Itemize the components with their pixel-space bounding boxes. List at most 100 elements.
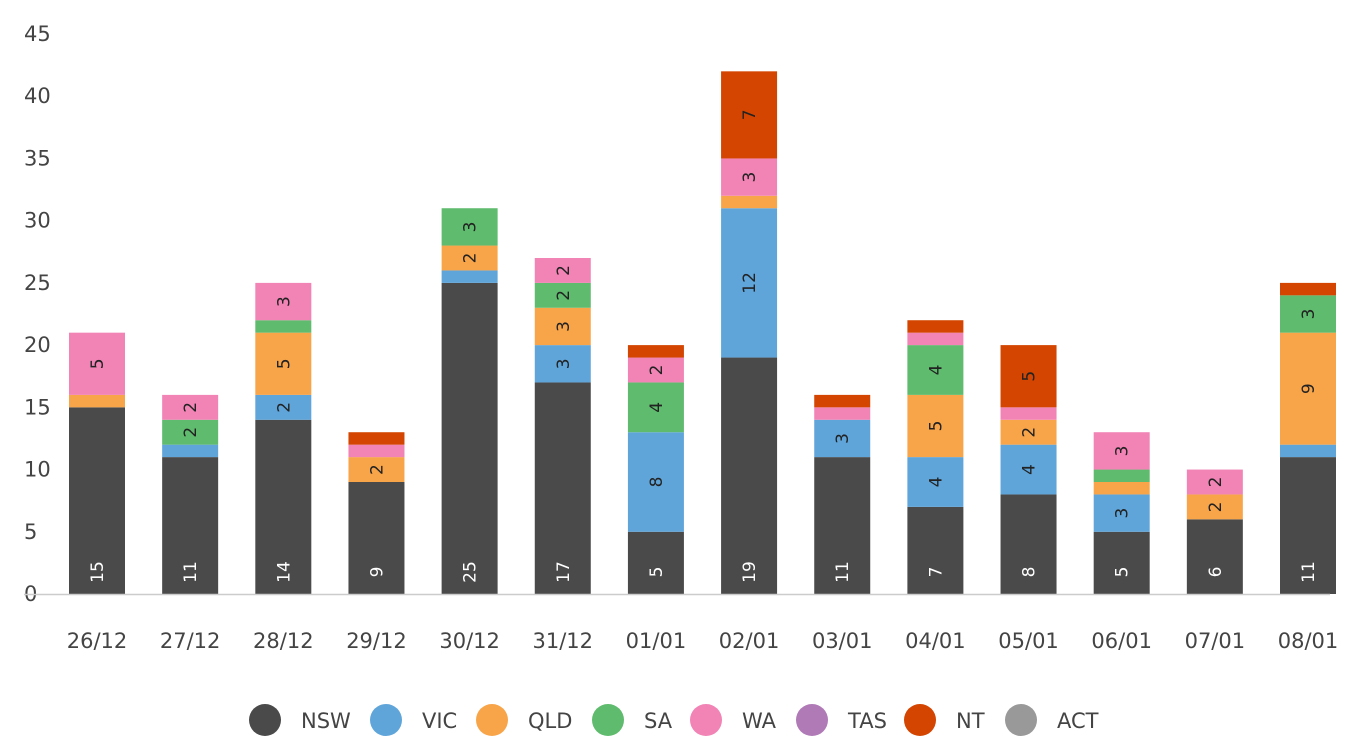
data-label: 5	[647, 567, 667, 578]
data-label: 6	[1206, 567, 1226, 578]
legend-item-nt[interactable]: NT	[904, 704, 985, 736]
x-tick-label: 28/12	[253, 629, 314, 653]
data-label: 7	[740, 109, 760, 120]
data-label: 12	[740, 272, 760, 294]
x-tick-label: 03/01	[812, 629, 873, 653]
data-label: 14	[274, 561, 294, 583]
data-label: 2	[181, 427, 201, 438]
bar-segment-qld	[1186, 494, 1243, 520]
data-label: 7	[926, 567, 946, 578]
bar-stack: 14 2 5 3	[255, 282, 312, 594]
bar-segment-nt	[721, 71, 778, 159]
bar-segment-vic	[534, 345, 591, 383]
data-label: 2	[554, 290, 574, 301]
legend-item-vic[interactable]: VIC	[370, 704, 457, 736]
data-label: 2	[647, 365, 667, 376]
data-label: 3	[554, 358, 574, 369]
bar-segment-qld	[1093, 482, 1150, 495]
bar-segment-wa	[627, 357, 684, 383]
bar-segment-wa	[814, 407, 871, 420]
legend-marker	[592, 704, 624, 736]
data-label: 5	[1020, 371, 1040, 382]
bar-segment-vic	[814, 419, 871, 458]
data-label: 2	[274, 402, 294, 413]
bar-stack: 11 9 3	[1280, 282, 1336, 594]
bar-segment-nsw	[721, 357, 778, 594]
bar-segment-nsw	[255, 419, 312, 594]
bar-segment-wa	[162, 394, 219, 420]
data-label: 4	[1020, 464, 1040, 475]
bar-segment-nt	[907, 320, 964, 333]
data-label: 3	[740, 172, 760, 183]
bar-segment-qld	[255, 332, 312, 395]
data-label: 9	[1299, 383, 1319, 394]
bar-segment-sa	[627, 382, 684, 433]
bar-segment-sa	[255, 320, 312, 333]
data-label: 2	[1206, 477, 1226, 488]
data-label: 3	[554, 321, 574, 332]
x-tick-label: 07/01	[1185, 629, 1246, 653]
data-label: 5	[274, 358, 294, 369]
bar-segment-wa	[69, 332, 125, 395]
bar-segment-wa	[1093, 432, 1150, 470]
y-tick-label: 45	[24, 22, 51, 46]
bar-segment-sa	[1280, 295, 1336, 333]
x-tick-label: 30/12	[439, 629, 500, 653]
legend-item-wa[interactable]: WA	[690, 704, 777, 736]
legend-item-nsw[interactable]: NSW	[249, 704, 351, 736]
bar-segment-wa	[255, 282, 312, 321]
legend-marker	[370, 704, 402, 736]
bar-stack: 7 4 5 4	[907, 320, 964, 594]
x-tick-label: 31/12	[533, 629, 594, 653]
legend-label: NT	[956, 709, 985, 733]
bar-segment-vic	[441, 270, 498, 283]
legend-marker	[476, 704, 508, 736]
bar-segment-vic	[1093, 494, 1150, 532]
legend-marker	[904, 704, 936, 736]
bar-segment-nsw	[1186, 519, 1243, 594]
data-label: 8	[1020, 567, 1040, 578]
x-tick-label: 05/01	[998, 629, 1059, 653]
bar-segment-qld	[534, 307, 591, 346]
bar-segment-vic	[1000, 444, 1057, 495]
legend-label: WA	[742, 709, 777, 733]
bar-segment-nt	[814, 394, 871, 408]
bar-stack: 15 5	[69, 332, 125, 594]
data-label: 2	[367, 464, 387, 475]
y-tick-label: 20	[24, 333, 51, 357]
legend-item-qld[interactable]: QLD	[476, 704, 572, 736]
legend-label: TAS	[847, 709, 887, 733]
bar-segment-nsw	[1093, 531, 1150, 594]
bar-segment-wa	[907, 332, 964, 346]
data-label: 3	[833, 433, 853, 444]
bar-segment-vic	[627, 432, 684, 532]
legend-item-tas[interactable]: TAS	[796, 704, 887, 736]
data-label: 9	[367, 567, 387, 578]
data-label: 4	[926, 365, 946, 376]
bar-stack: 5 3 3	[1093, 432, 1150, 594]
bar-segment-nsw	[814, 457, 871, 594]
x-tick-label: 06/01	[1091, 629, 1152, 653]
y-tick-label: 5	[24, 520, 37, 544]
x-tick-label: 02/01	[719, 629, 780, 653]
bar-segment-qld	[69, 394, 125, 408]
data-label: 4	[926, 477, 946, 488]
data-label: 2	[554, 265, 574, 276]
y-tick-label: 40	[24, 84, 51, 108]
legend-item-sa[interactable]: SA	[592, 704, 673, 736]
data-label: 17	[554, 561, 574, 583]
legend-label: SA	[644, 709, 673, 733]
y-tick-label: 25	[24, 271, 51, 295]
bar-segment-qld	[907, 394, 964, 458]
bar-stack: 11 2 2	[162, 394, 219, 594]
legend-label: VIC	[422, 709, 457, 733]
x-tick-label: 27/12	[160, 629, 221, 653]
bar-segment-nt	[627, 345, 684, 358]
legend-item-act[interactable]: ACT	[1005, 704, 1099, 736]
legend-marker	[796, 704, 828, 736]
bar-segment-wa	[1186, 469, 1243, 495]
bar-segment-qld	[721, 195, 778, 209]
data-label: 5	[88, 358, 108, 369]
data-label: 3	[461, 221, 481, 232]
